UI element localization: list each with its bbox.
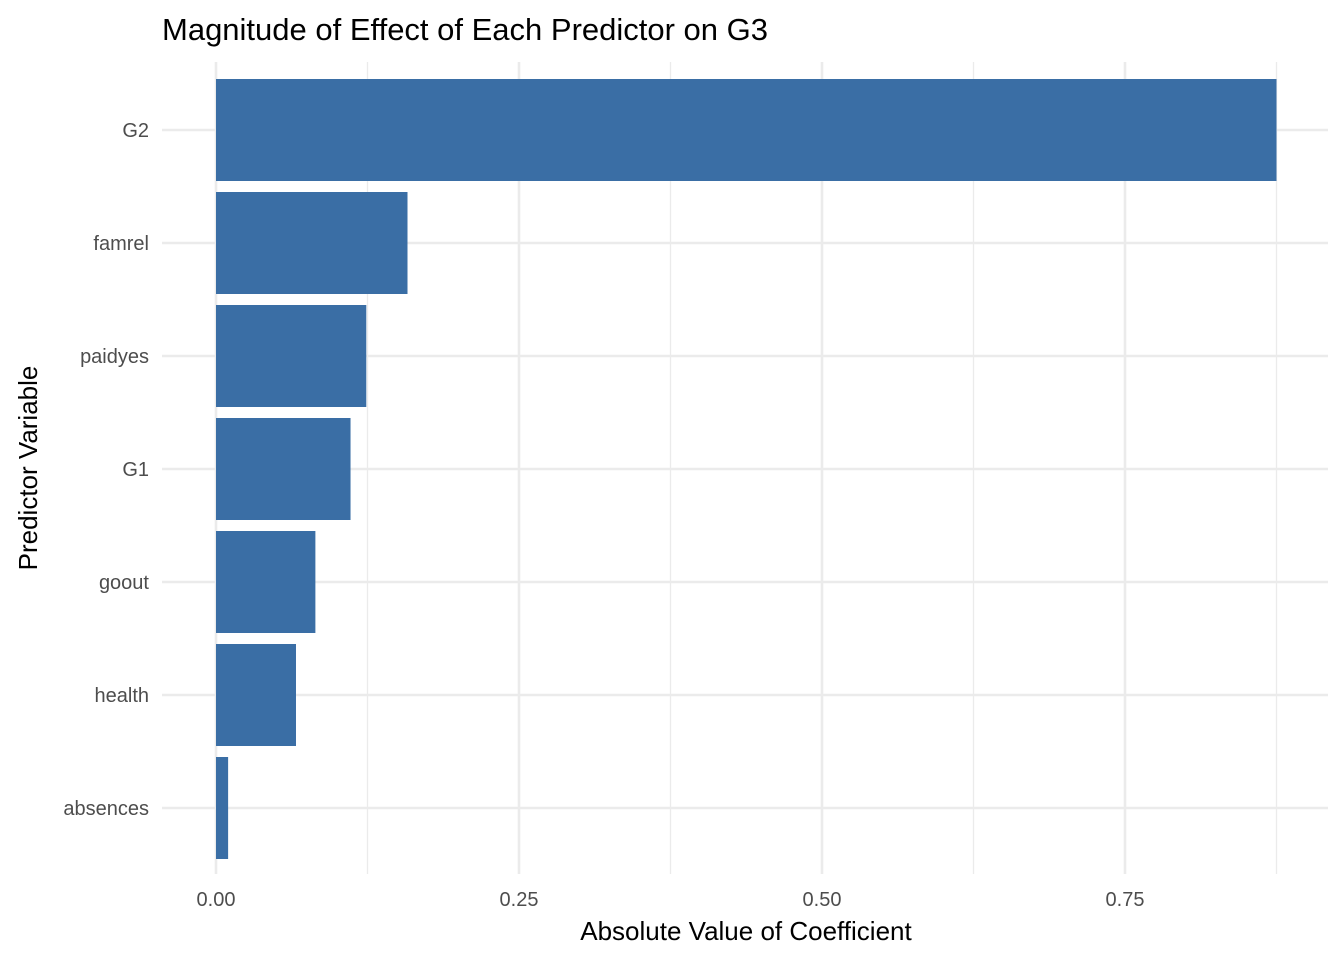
x-tick-label-2: 0.50: [803, 889, 842, 911]
y-tick-label-goout: goout: [99, 572, 149, 594]
x-tick-label-3: 0.75: [1106, 889, 1145, 911]
x-tick-labels: 0.00 0.25 0.50 0.75: [197, 889, 1145, 911]
y-tick-labels: G2 famrel paidyes G1 goout health absences: [63, 120, 149, 820]
y-tick-label-paidyes: paidyes: [80, 346, 149, 368]
bar-goout: [216, 531, 316, 633]
x-tick-label-0: 0.00: [197, 889, 236, 911]
bar-paidyes: [216, 305, 367, 407]
bars: [216, 79, 1277, 859]
bar-G1: [216, 418, 351, 520]
y-tick-label-absences: absences: [63, 798, 149, 820]
x-axis-title: Absolute Value of Coefficient: [580, 916, 912, 946]
chart-title: Magnitude of Effect of Each Predictor on…: [162, 12, 768, 47]
y-tick-label-G1: G1: [122, 459, 149, 481]
y-tick-label-G2: G2: [122, 120, 149, 142]
x-tick-label-1: 0.25: [500, 889, 539, 911]
y-axis-title: Predictor Variable: [13, 366, 43, 571]
bar-health: [216, 644, 296, 746]
bar-absences: [216, 757, 229, 859]
y-tick-label-famrel: famrel: [93, 233, 149, 255]
bar-famrel: [216, 192, 408, 294]
bar-G2: [216, 79, 1277, 181]
y-tick-label-health: health: [95, 685, 150, 707]
